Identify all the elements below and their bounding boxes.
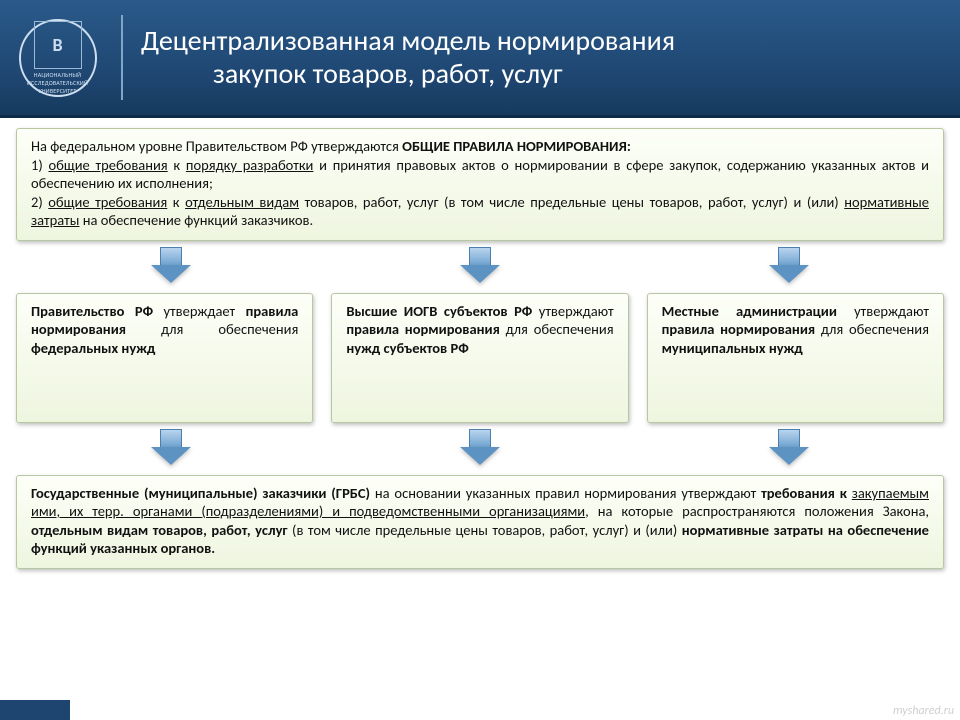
top-item2-u2: отдельным видам xyxy=(185,193,299,211)
mid-r-p3: для обеспечения xyxy=(815,320,929,338)
mid-r-p2b: правила нормирования xyxy=(662,320,815,338)
mid-l-p1: Правительство РФ xyxy=(31,302,153,320)
arrow-row-1 xyxy=(16,247,944,287)
top-item1-u1: общие требования xyxy=(48,156,167,174)
arrow-down-icon xyxy=(460,247,500,287)
mid-r-p2a: утверждают xyxy=(837,302,929,320)
mid-c-p3: для обеспечения xyxy=(500,320,614,338)
arrow-down-icon xyxy=(769,247,809,287)
mid-l-p4: федеральных нужд xyxy=(31,339,155,357)
bot-t3: требования к xyxy=(761,484,852,502)
bot-t7: (в том числе предельные цены товаров, ра… xyxy=(288,521,682,539)
top-lead-bold: ОБЩИЕ ПРАВИЛА НОРМИРОВАНИЯ: xyxy=(402,137,631,155)
top-box: На федеральном уровне Правительством РФ … xyxy=(16,128,944,241)
bot-t2: на основании указанных правил нормирован… xyxy=(370,484,761,502)
mid-box-left: Правительство РФ утверждает правила норм… xyxy=(16,293,313,423)
mid-c-p1: Высшие ИОГВ субъектов РФ xyxy=(346,302,532,320)
top-item1-u2: порядку разработки xyxy=(186,156,314,174)
mid-l-p2a: утверждает xyxy=(153,302,246,320)
bot-t1: Государственные (муниципальные) заказчик… xyxy=(31,484,370,502)
logo-container: В НАЦИОНАЛЬНЫЙ ИССЛЕДОВАТЕЛЬСКИЙ УНИВЕРС… xyxy=(0,0,115,117)
mid-c-p2b: правила нормирования xyxy=(346,320,499,338)
logo-caption: НАЦИОНАЛЬНЫЙ ИССЛЕДОВАТЕЛЬСКИЙ УНИВЕРСИТ… xyxy=(21,71,95,95)
mid-c-p2a: утверждают xyxy=(532,302,613,320)
mid-row: Правительство РФ утверждает правила норм… xyxy=(16,293,944,423)
hse-logo: В НАЦИОНАЛЬНЫЙ ИССЛЕДОВАТЕЛЬСКИЙ УНИВЕРС… xyxy=(19,19,97,97)
top-item2-rest-b: на обеспечение функций заказчиков. xyxy=(79,211,313,229)
arrow-row-2 xyxy=(16,429,944,469)
title-line-2: закупок товаров, работ, услуг xyxy=(141,58,675,90)
top-item2-u1: общие требования xyxy=(48,193,167,211)
title-block: Децентрализованная модель нормирования з… xyxy=(141,25,675,89)
mid-l-p3: для обеспечения xyxy=(126,320,298,338)
arrow-down-icon xyxy=(151,429,191,469)
top-item1-prefix: 1) xyxy=(31,156,48,174)
bot-t5: , на которые распространяются положения … xyxy=(585,502,929,520)
top-item2-mid1: к xyxy=(167,193,185,211)
title-line-1: Децентрализованная модель нормирования xyxy=(141,25,675,57)
mid-box-center: Высшие ИОГВ субъектов РФ утверждают прав… xyxy=(331,293,628,423)
top-item1-mid1: к xyxy=(168,156,186,174)
mid-r-p1: Местные администрации xyxy=(662,302,837,320)
mid-box-right: Местные администрации утверждают правила… xyxy=(647,293,944,423)
footer-accent xyxy=(0,700,70,720)
slide-header: В НАЦИОНАЛЬНЫЙ ИССЛЕДОВАТЕЛЬСКИЙ УНИВЕРС… xyxy=(0,0,960,118)
header-divider xyxy=(121,15,123,100)
watermark: myshared.ru xyxy=(893,704,954,718)
top-lead: На федеральном уровне Правительством РФ … xyxy=(31,137,402,155)
bottom-box: Государственные (муниципальные) заказчик… xyxy=(16,475,944,569)
content-area: На федеральном уровне Правительством РФ … xyxy=(0,118,960,569)
bot-t6: отдельным видам товаров, работ, услуг xyxy=(31,521,288,539)
arrow-down-icon xyxy=(460,429,500,469)
arrow-down-icon xyxy=(151,247,191,287)
logo-letter: В xyxy=(34,21,82,69)
arrow-down-icon xyxy=(769,429,809,469)
top-item2-prefix: 2) xyxy=(31,193,48,211)
mid-c-p4: нужд субъектов РФ xyxy=(346,339,468,357)
mid-r-p4: муниципальных нужд xyxy=(662,339,803,357)
top-item2-rest-a: товаров, работ, услуг (в том числе преде… xyxy=(299,193,844,211)
